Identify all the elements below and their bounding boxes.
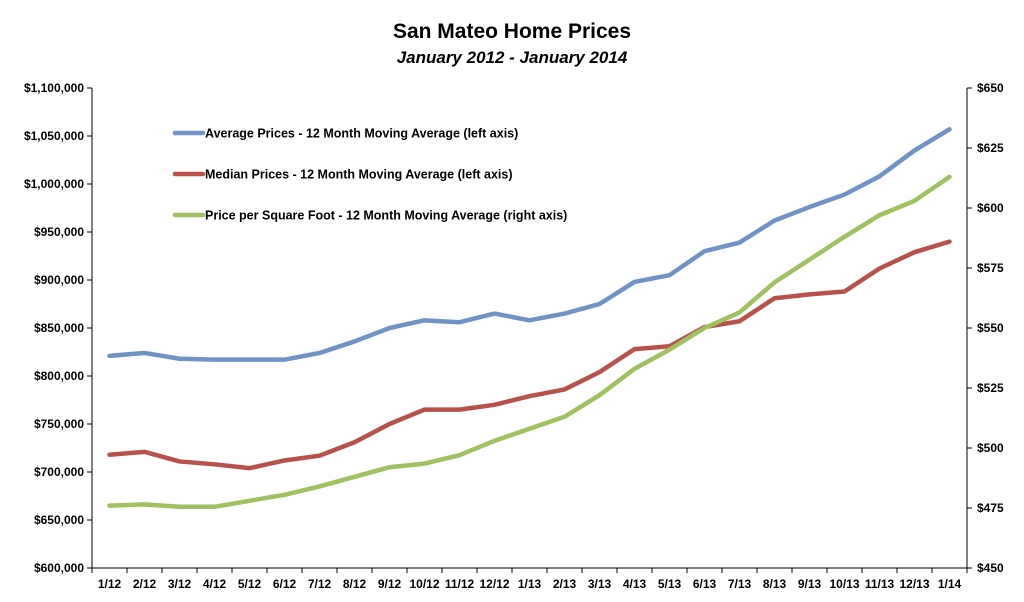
x-tick-label: 11/13 [865, 577, 895, 591]
x-tick-label: 12/12 [479, 577, 509, 591]
y-right-tick-label: $550 [977, 321, 1004, 335]
y-left-tick-label: $850,000 [34, 321, 84, 335]
y-left-tick-label: $950,000 [34, 225, 84, 239]
legend: Average Prices - 12 Month Moving Average… [172, 127, 567, 223]
x-tick-label: 10/12 [409, 577, 439, 591]
x-tick-label: 2/12 [133, 577, 157, 591]
y-left-tick-label: $800,000 [34, 369, 84, 383]
x-tick-label: 5/13 [658, 577, 682, 591]
series-line-1 [107, 127, 952, 362]
y-right-tick-label: $500 [977, 441, 1004, 455]
legend-label-3: Price per Square Foot - 12 Month Moving … [205, 209, 567, 223]
x-tick-label: 8/13 [763, 577, 787, 591]
series-line-2 [107, 239, 952, 471]
axes-group: $600,000 $650,000 $700,000 $750,000 $800,000… [24, 81, 1004, 591]
y-left-tick-label: $700,000 [34, 465, 84, 479]
series-line-3 [107, 174, 952, 510]
y-left-tick-label: $750,000 [34, 417, 84, 431]
x-tick-label: 7/13 [728, 577, 752, 591]
x-tick-label: 8/12 [343, 577, 367, 591]
chart-title: San Mateo Home Prices [393, 20, 631, 43]
x-tick-label: 3/12 [168, 577, 192, 591]
x-tick-label: 1/14 [938, 577, 962, 591]
y-left-tick-label: $600,000 [34, 561, 84, 575]
y-right-tick-label: $525 [977, 381, 1004, 395]
legend-label-2: Median Prices - 12 Month Moving Average … [205, 168, 512, 182]
y-left-tick-label: $650,000 [34, 513, 84, 527]
x-tick-label: 10/13 [829, 577, 859, 591]
series-group [107, 127, 952, 510]
x-tick-label: 6/12 [273, 577, 297, 591]
x-tick-label: 3/13 [588, 577, 612, 591]
y-left-tick-label: $1,000,000 [24, 177, 84, 191]
y-left-tick-label: $900,000 [34, 273, 84, 287]
x-tick-label: 7/12 [308, 577, 332, 591]
x-tick-label: 2/13 [553, 577, 577, 591]
y-right-tick-label: $575 [977, 261, 1004, 275]
y-right-tick-label: $475 [977, 501, 1004, 515]
x-tick-label: 9/13 [798, 577, 822, 591]
y-left-tick-label: $1,100,000 [24, 81, 84, 95]
x-tick-label: 6/13 [693, 577, 717, 591]
x-tick-label: 12/13 [899, 577, 929, 591]
legend-label-1: Average Prices - 12 Month Moving Average… [205, 127, 518, 141]
x-tick-label: 1/12 [98, 577, 122, 591]
x-tick-label: 5/12 [238, 577, 262, 591]
x-tick-label: 9/12 [378, 577, 402, 591]
chart-subtitle: January 2012 - January 2014 [397, 48, 628, 67]
y-right-tick-label: $650 [977, 81, 1004, 95]
y-right-tick-label: $625 [977, 141, 1004, 155]
y-left-tick-label: $1,050,000 [24, 129, 84, 143]
x-tick-label: 1/13 [518, 577, 542, 591]
y-right-tick-label: $600 [977, 201, 1004, 215]
x-tick-label: 11/12 [445, 577, 475, 591]
x-tick-label: 4/13 [623, 577, 647, 591]
y-right-tick-label: $450 [977, 561, 1004, 575]
x-tick-label: 4/12 [203, 577, 227, 591]
